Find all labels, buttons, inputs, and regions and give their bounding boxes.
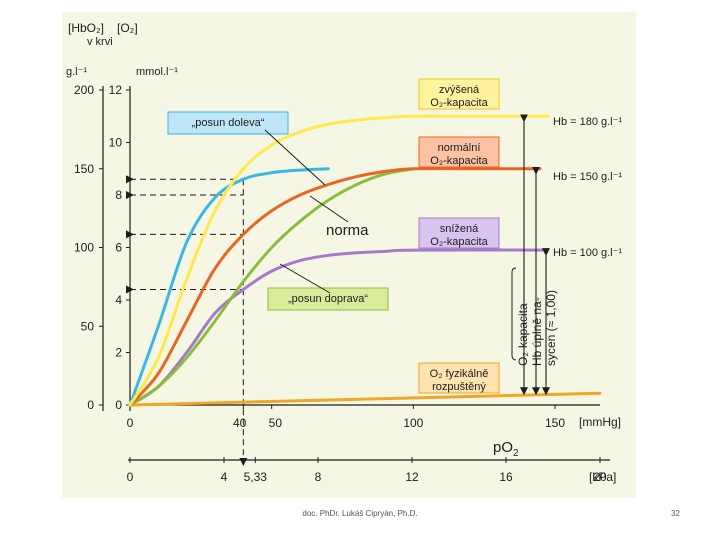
fyzikalne-rozpusteny-text: rozpuštěný bbox=[432, 381, 486, 393]
snizena-kapacita-text: O₂-kapacita bbox=[430, 236, 488, 248]
x-axis-label: pO2 bbox=[493, 439, 519, 459]
y-left-tick-label: 100 bbox=[74, 241, 94, 255]
x-tick-label: 100 bbox=[403, 416, 423, 430]
hb-100-label: Hb = 100 g.l⁻¹ bbox=[553, 247, 622, 259]
x-axis-label-sub: 2 bbox=[513, 448, 519, 459]
y-right-tick-label: 0 bbox=[115, 398, 122, 412]
curve-o-fyzik-ln-rozpu-t-n bbox=[128, 391, 602, 407]
norma-leader bbox=[309, 195, 349, 223]
posun-doprava-text: „posun doprava“ bbox=[288, 293, 368, 305]
posun-doleva-leader bbox=[264, 129, 326, 186]
x-tick-label: 0 bbox=[127, 416, 134, 430]
capacity-bracket bbox=[511, 267, 517, 361]
capacity-bracket-text: Hb úplně na- bbox=[530, 297, 544, 366]
capacity-bracket-text: sycen (≈ 1,00) bbox=[544, 290, 558, 366]
y-right-tick-label: 12 bbox=[109, 83, 123, 97]
footer-page-number: 32 bbox=[671, 509, 680, 518]
y-left-label-line2: v krvi bbox=[87, 36, 113, 48]
fyzikalne-rozpusteny-box bbox=[418, 362, 500, 394]
curve-posun-doleva bbox=[128, 167, 330, 407]
y-right-label: [O₂] bbox=[117, 21, 138, 35]
y-left-label-line1: [HbO₂] bbox=[68, 21, 104, 35]
y-right-tick-label: 8 bbox=[115, 188, 122, 202]
posun-doleva-box bbox=[167, 111, 289, 135]
y-right-tick-label: 10 bbox=[109, 136, 123, 150]
chart-panel-background bbox=[62, 12, 636, 498]
zvysena-kapacita-text: zvýšená bbox=[439, 84, 480, 96]
y-left-tick-label: 0 bbox=[87, 398, 94, 412]
curves bbox=[128, 114, 602, 407]
y-left-tick-label: 150 bbox=[74, 162, 94, 176]
fyzikalne-rozpusteny-text: O₂ fyzikálně bbox=[430, 368, 489, 380]
x-axis-label-main: pO bbox=[493, 439, 513, 456]
x-axis-unit-kpa: [kPa] bbox=[589, 470, 616, 484]
annotations: zvýšenáO₂-kapacitanormálníO₂-kapacitasní… bbox=[167, 78, 622, 396]
posun-doprava-leader bbox=[279, 263, 331, 294]
x2-tick-label: 8 bbox=[315, 470, 322, 484]
capacity-bracket-text: O₂-kapacita bbox=[516, 303, 530, 366]
x2-tick-label: 16 bbox=[499, 470, 513, 484]
y-right-unit: mmol.l⁻¹ bbox=[136, 66, 178, 78]
y-left-unit: g.l⁻¹ bbox=[66, 66, 87, 78]
y-right-tick-label: 2 bbox=[115, 346, 122, 360]
curve-norma bbox=[128, 167, 542, 407]
curve-posun-doprava bbox=[128, 167, 415, 407]
x2-tick-label: 4 bbox=[221, 470, 228, 484]
footer-author: doc. PhDr. Lukáš Cipryán, Ph.D. bbox=[302, 509, 418, 518]
snizena-kapacita-text: snížená bbox=[440, 223, 479, 235]
x-tick-label: 50 bbox=[269, 416, 283, 430]
x2-tick-label: 5,33 bbox=[244, 470, 268, 484]
x-tick-label: 40 bbox=[233, 416, 247, 430]
curve-hb-180-g-l bbox=[128, 114, 550, 407]
x-tick-label: 150 bbox=[545, 416, 565, 430]
y-right-tick-label: 6 bbox=[115, 241, 122, 255]
x2-tick-label: 20 bbox=[593, 470, 607, 484]
x2-tick-label: 0 bbox=[127, 470, 134, 484]
hb-150-label: Hb = 150 g.l⁻¹ bbox=[553, 171, 622, 183]
zvysena-kapacita-text: O₂-kapacita bbox=[430, 97, 488, 109]
normalni-kapacita-box bbox=[418, 136, 500, 168]
x-axis-unit-mmhg: [mmHg] bbox=[579, 415, 621, 429]
y-left-tick-label: 200 bbox=[74, 83, 94, 97]
normalni-kapacita-text: normální bbox=[438, 142, 481, 154]
curve-hb-100-g-l bbox=[128, 248, 548, 407]
posun-doleva-text: „posun doleva“ bbox=[192, 117, 265, 129]
y-right-tick-label: 4 bbox=[115, 293, 122, 307]
posun-doprava-box bbox=[267, 287, 389, 311]
y-left-tick-label: 50 bbox=[81, 319, 95, 333]
hb-180-label: Hb = 180 g.l⁻¹ bbox=[553, 116, 622, 128]
zvysena-kapacita-box bbox=[418, 78, 500, 110]
snizena-kapacita-box bbox=[418, 217, 500, 249]
norma-label: norma bbox=[326, 222, 369, 239]
x2-tick-label: 12 bbox=[405, 470, 419, 484]
normalni-kapacita-text: O₂-kapacita bbox=[430, 155, 488, 167]
